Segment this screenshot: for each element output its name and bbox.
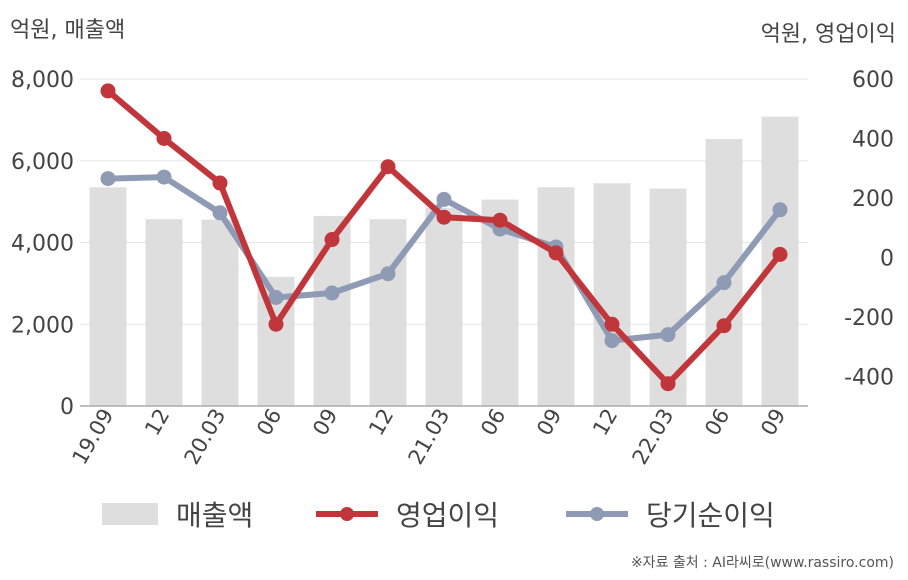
bar-revenue bbox=[145, 219, 183, 406]
right-tick-label: 200 bbox=[852, 187, 894, 212]
left-tick-label: 6,000 bbox=[11, 150, 74, 175]
x-tick-label: 12 bbox=[140, 405, 174, 440]
right-tick-label: 0 bbox=[880, 246, 894, 271]
bar-revenue bbox=[313, 215, 351, 406]
point-net-income bbox=[716, 275, 732, 291]
x-tick-label: 06 bbox=[252, 405, 286, 440]
point-operating-profit bbox=[604, 316, 620, 332]
bar-revenue bbox=[369, 219, 407, 406]
bar-revenue bbox=[425, 207, 463, 406]
legend-swatch-operating-profit bbox=[316, 503, 378, 525]
legend-swatch-revenue bbox=[102, 503, 158, 525]
legend-item-net-income: 당기순이익 bbox=[566, 492, 775, 536]
point-operating-profit bbox=[324, 232, 340, 248]
x-tick-label: 12 bbox=[588, 405, 622, 440]
right-tick-label: 600 bbox=[852, 68, 894, 93]
right-tick-label: -200 bbox=[844, 306, 894, 331]
bar-revenue bbox=[201, 219, 239, 406]
point-net-income bbox=[156, 169, 172, 185]
point-net-income bbox=[660, 327, 676, 343]
chart-canvas: 0 2,000 4,000 6,000 8,000 -400 -200 0 200 400 600 1… bbox=[11, 68, 894, 469]
right-tick-label: 400 bbox=[852, 127, 894, 152]
bar-revenue bbox=[537, 187, 575, 406]
x-tick-label: 06 bbox=[476, 405, 510, 440]
left-tick-label: 8,000 bbox=[11, 68, 74, 93]
legend-item-revenue: 매출액 bbox=[102, 492, 253, 536]
x-tick-label: 22.03 bbox=[627, 405, 678, 469]
x-tick-label: 06 bbox=[700, 405, 734, 440]
left-axis-title: 억원, 매출액 bbox=[10, 18, 126, 43]
point-net-income bbox=[324, 285, 340, 301]
point-operating-profit bbox=[772, 246, 788, 262]
point-net-income bbox=[268, 289, 284, 305]
legend-item-operating-profit: 영업이익 bbox=[316, 492, 499, 536]
point-operating-profit bbox=[660, 376, 676, 392]
point-net-income bbox=[100, 171, 116, 187]
point-operating-profit bbox=[716, 318, 732, 334]
point-operating-profit bbox=[380, 159, 396, 175]
right-tick-label: -400 bbox=[844, 365, 894, 390]
point-operating-profit bbox=[268, 316, 284, 332]
x-tick-label: 19.09 bbox=[67, 405, 118, 469]
point-net-income bbox=[604, 333, 620, 349]
point-net-income bbox=[772, 202, 788, 218]
point-operating-profit bbox=[212, 175, 228, 191]
point-operating-profit bbox=[100, 83, 116, 99]
x-tick-label: 12 bbox=[364, 405, 398, 440]
x-tick-label: 21.03 bbox=[403, 405, 454, 469]
x-tick-label: 20.03 bbox=[179, 405, 230, 469]
legend: 매출액 영업이익 당기순이익 bbox=[0, 492, 908, 536]
source-note: ※자료 출처 : AI라씨로(www.rassiro.com) bbox=[630, 555, 894, 571]
bar-revenue bbox=[89, 187, 127, 406]
legend-swatch-net-income bbox=[566, 503, 628, 525]
right-axis-title: 억원, 영업이익 bbox=[760, 22, 896, 47]
bar-revenue bbox=[593, 183, 631, 406]
legend-label-net-income: 당기순이익 bbox=[646, 499, 775, 532]
left-tick-label: 2,000 bbox=[11, 313, 74, 338]
left-tick-label: 4,000 bbox=[11, 232, 74, 257]
left-tick-label: 0 bbox=[60, 395, 74, 420]
x-tick-label: 09 bbox=[308, 405, 342, 440]
bar-revenue bbox=[705, 139, 743, 406]
x-tick-label: 09 bbox=[532, 405, 566, 440]
point-operating-profit bbox=[548, 245, 564, 261]
point-net-income bbox=[380, 266, 396, 282]
point-net-income bbox=[212, 205, 228, 221]
legend-label-operating-profit: 영업이익 bbox=[396, 499, 500, 532]
point-operating-profit bbox=[156, 130, 172, 146]
legend-label-revenue: 매출액 bbox=[176, 499, 254, 532]
point-operating-profit bbox=[492, 212, 508, 228]
x-tick-label: 09 bbox=[756, 405, 790, 440]
point-net-income bbox=[436, 191, 452, 207]
point-operating-profit bbox=[436, 209, 452, 225]
